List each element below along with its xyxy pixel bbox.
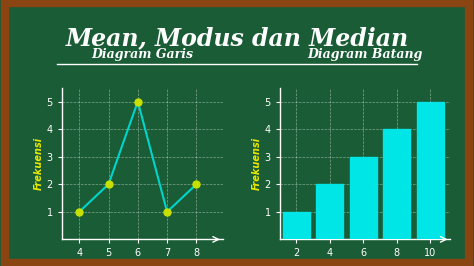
Y-axis label: Frekuensi: Frekuensi [252, 137, 262, 190]
Bar [383, 129, 410, 239]
X-axis label: Nilai: Nilai [351, 264, 379, 266]
Text: Diagram Batang: Diagram Batang [307, 48, 423, 61]
X-axis label: Nilai: Nilai [128, 264, 156, 266]
Y-axis label: Frekuensi: Frekuensi [34, 137, 44, 190]
Text: Diagram Garis: Diagram Garis [91, 48, 193, 61]
Bar [317, 184, 343, 239]
Bar [417, 102, 444, 239]
Bar [350, 157, 377, 239]
Bar [283, 212, 310, 239]
Text: Mean, Modus dan Median: Mean, Modus dan Median [65, 27, 409, 51]
